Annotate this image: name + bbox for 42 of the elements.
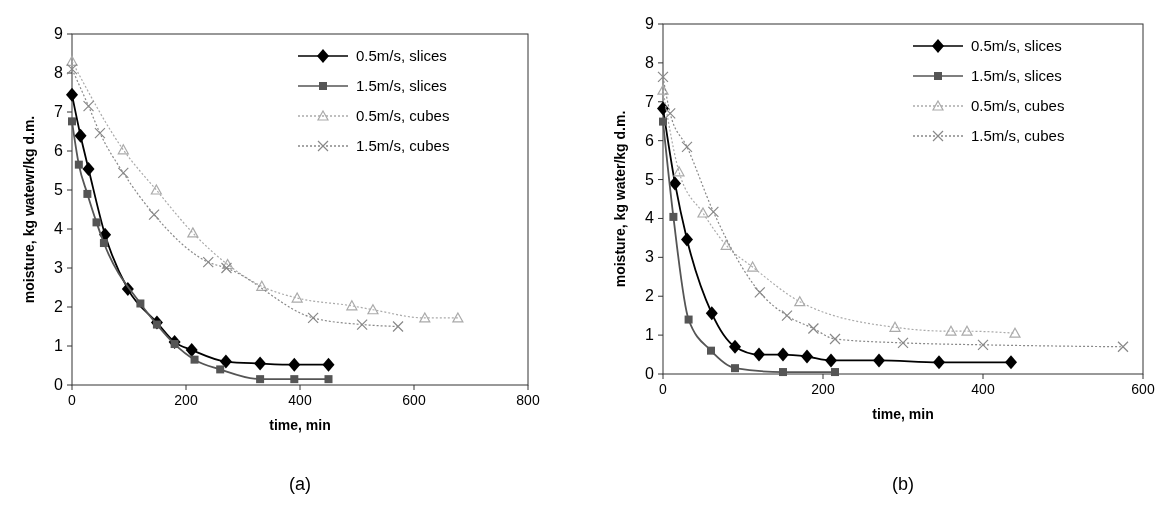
x-tick-label: 800 — [516, 392, 540, 408]
y-tick-label: 8 — [645, 53, 655, 71]
y-tick-label: 5 — [645, 170, 655, 188]
y-tick-label: 0 — [645, 365, 655, 382]
y-tick-label: 3 — [54, 259, 64, 276]
y-tick-label: 5 — [54, 181, 64, 198]
y-tick-label: 2 — [645, 287, 655, 305]
x-tick-label: 0 — [659, 381, 668, 397]
legend-label: 1.5m/s, cubes — [971, 127, 1065, 144]
x-tick-label: 200 — [174, 392, 198, 408]
y-tick-label: 1 — [645, 326, 655, 344]
y-tick-label: 1 — [54, 337, 64, 354]
y-tick-label: 6 — [645, 131, 655, 149]
text: (a) — [289, 474, 311, 494]
y-tick-label: 4 — [645, 209, 655, 227]
y-tick-label: 7 — [645, 92, 655, 110]
legend-label: 1.5m/s, cubes — [356, 137, 450, 154]
y-tick-label: 8 — [54, 64, 64, 81]
x-axis-title: time, min — [872, 406, 934, 422]
x-tick-label: 600 — [402, 392, 426, 408]
y-axis-title: moisture, kg watewr/kg d.m. — [21, 115, 37, 304]
y-tick-label: 3 — [645, 248, 655, 266]
y-tick-label: 7 — [54, 103, 64, 120]
legend-label: 0.5m/s, cubes — [971, 97, 1065, 114]
text: (b) — [892, 474, 914, 494]
x-tick-label: 600 — [1131, 381, 1155, 397]
x-tick-label: 400 — [288, 392, 312, 408]
x-axis-title: time, min — [269, 417, 331, 433]
legend-label: 0.5m/s, slices — [971, 37, 1062, 54]
y-tick-label: 6 — [54, 142, 64, 159]
x-tick-label: 400 — [971, 381, 995, 397]
legend-label: 0.5m/s, cubes — [356, 107, 450, 124]
x-tick-label: 0 — [68, 392, 77, 408]
y-tick-label: 9 — [645, 15, 655, 32]
x-tick-label: 200 — [811, 381, 835, 397]
y-tick-label: 4 — [54, 220, 64, 237]
y-axis-title: moisture, kg water/kg d.m. — [612, 110, 628, 288]
legend-label: 1.5m/s, slices — [356, 77, 447, 94]
y-tick-label: 2 — [54, 298, 64, 315]
legend-label: 1.5m/s, slices — [971, 67, 1062, 84]
y-tick-label: 9 — [54, 25, 64, 42]
legend-label: 0.5m/s, slices — [356, 47, 447, 64]
